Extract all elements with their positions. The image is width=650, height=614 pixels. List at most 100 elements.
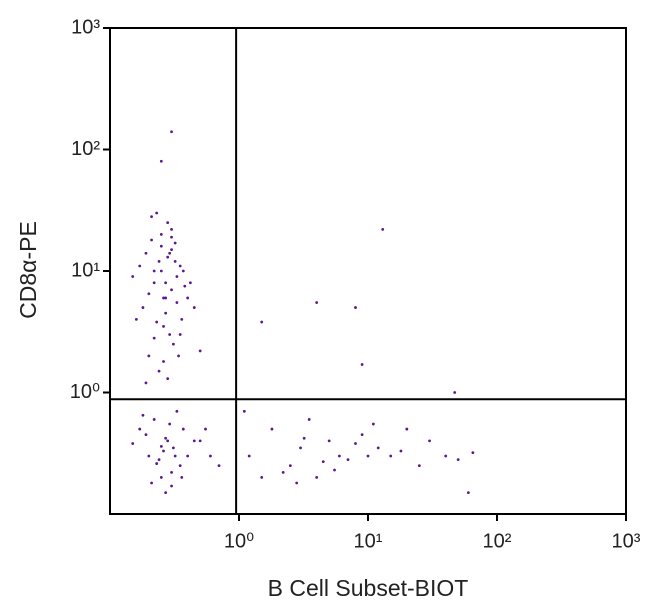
data-point [170, 227, 173, 231]
data-point [138, 427, 142, 431]
data-point [147, 354, 151, 358]
data-point [134, 317, 138, 321]
data-point [260, 320, 264, 324]
data-point [131, 442, 135, 445]
data-point [371, 422, 375, 426]
data-point [166, 221, 170, 225]
data-point [164, 311, 168, 315]
data-point [180, 476, 184, 479]
data-point [360, 433, 364, 437]
y-tick-label: 10³ [71, 16, 100, 38]
data-point [173, 259, 177, 263]
data-point [327, 439, 331, 443]
data-point [159, 476, 163, 479]
data-point [152, 281, 156, 285]
y-tick-label: 10⁰ [70, 381, 100, 403]
data-point [180, 317, 184, 321]
data-point [164, 436, 168, 440]
data-point [144, 381, 148, 385]
data-point [150, 238, 153, 242]
data-point [217, 464, 221, 468]
y-tick-label: 10² [71, 138, 100, 160]
data-point [376, 446, 380, 450]
data-point [170, 288, 173, 292]
data-point [157, 458, 161, 462]
data-point [141, 306, 145, 309]
data-point [166, 377, 170, 381]
data-point [170, 130, 173, 134]
data-point [198, 439, 202, 443]
data-point [155, 320, 159, 324]
data-point [417, 464, 421, 468]
data-point [315, 301, 319, 304]
data-point [168, 251, 172, 255]
data-point [152, 269, 156, 273]
data-point [159, 233, 163, 236]
data-point [159, 269, 163, 273]
data-point [192, 306, 196, 309]
data-point [281, 470, 285, 474]
data-point [144, 251, 148, 255]
data-point [147, 292, 151, 296]
data-point [150, 215, 153, 219]
plot-frame [109, 27, 627, 515]
data-point [162, 449, 165, 453]
x-tick-label: 10² [483, 530, 512, 552]
data-point [181, 427, 185, 431]
data-point [131, 275, 135, 278]
data-point [162, 296, 165, 300]
data-point [288, 464, 292, 468]
data-point [366, 454, 370, 458]
data-point [354, 442, 357, 445]
data-point [186, 296, 190, 300]
data-point [333, 468, 336, 472]
data-point [178, 464, 182, 468]
data-point [299, 446, 302, 450]
data-point [178, 333, 182, 336]
data-point [144, 433, 148, 437]
data-point [166, 439, 170, 443]
data-point [152, 418, 156, 421]
data-point [302, 436, 306, 440]
data-point [164, 491, 168, 495]
y-axis-title: CD8α-PE [15, 221, 41, 319]
data-point [405, 427, 409, 431]
data-point [453, 391, 457, 394]
data-point [147, 454, 151, 458]
data-point [141, 413, 145, 417]
data-point [242, 409, 246, 413]
data-point [170, 248, 173, 252]
data-point [315, 476, 319, 479]
data-point [295, 481, 299, 485]
data-point [155, 462, 159, 465]
data-point [173, 454, 177, 458]
data-point [204, 427, 207, 431]
data-point [399, 449, 403, 453]
data-point [198, 349, 202, 353]
data-point [162, 360, 165, 363]
data-point [260, 476, 264, 479]
data-point [307, 418, 311, 421]
data-point [346, 458, 350, 462]
data-point [168, 422, 172, 426]
data-point [247, 454, 251, 458]
data-point [175, 275, 179, 278]
data-point [138, 264, 142, 268]
x-tick-label: 10³ [612, 530, 641, 552]
data-point [208, 454, 212, 458]
x-tick-label: 10⁰ [224, 530, 254, 552]
data-point [164, 281, 168, 285]
data-point [456, 458, 460, 462]
data-point [354, 306, 357, 309]
data-point [162, 324, 165, 328]
y-tick-label: 10¹ [71, 259, 100, 281]
data-point [166, 255, 170, 259]
data-point [157, 259, 161, 263]
data-point [389, 454, 393, 458]
data-point [164, 296, 168, 300]
data-point [155, 211, 159, 215]
data-point [170, 235, 173, 239]
data-point [381, 227, 385, 231]
data-point [175, 409, 179, 413]
